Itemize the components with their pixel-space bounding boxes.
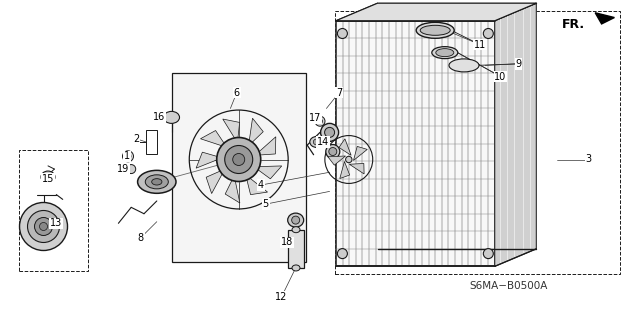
Circle shape <box>230 151 248 168</box>
Ellipse shape <box>315 116 325 126</box>
Text: 3: 3 <box>586 154 592 165</box>
Ellipse shape <box>337 249 348 259</box>
Text: 2: 2 <box>133 134 140 144</box>
Text: 4: 4 <box>258 180 264 190</box>
Ellipse shape <box>324 127 335 137</box>
Polygon shape <box>595 13 614 24</box>
Text: 13: 13 <box>50 218 63 228</box>
Ellipse shape <box>449 59 479 72</box>
Polygon shape <box>248 165 282 179</box>
Polygon shape <box>196 152 228 168</box>
Polygon shape <box>353 146 367 160</box>
Ellipse shape <box>292 227 300 233</box>
Text: 16: 16 <box>152 112 165 122</box>
Ellipse shape <box>41 171 55 183</box>
Bar <box>288 230 304 268</box>
Bar <box>172 73 306 262</box>
Circle shape <box>35 218 52 235</box>
Polygon shape <box>223 119 241 148</box>
Ellipse shape <box>321 123 339 141</box>
Ellipse shape <box>138 170 176 193</box>
Polygon shape <box>206 163 228 194</box>
Text: 8: 8 <box>138 233 144 243</box>
Ellipse shape <box>152 179 162 185</box>
Ellipse shape <box>314 139 320 145</box>
Ellipse shape <box>337 28 348 39</box>
Ellipse shape <box>292 265 300 271</box>
Bar <box>146 130 157 154</box>
Polygon shape <box>241 171 268 195</box>
Text: 10: 10 <box>494 71 507 82</box>
Circle shape <box>234 155 243 164</box>
Circle shape <box>40 222 47 231</box>
Circle shape <box>233 153 244 166</box>
Ellipse shape <box>432 47 458 59</box>
Polygon shape <box>200 130 233 150</box>
Circle shape <box>217 137 260 182</box>
Ellipse shape <box>292 216 300 224</box>
Ellipse shape <box>145 175 168 189</box>
Text: 15: 15 <box>42 174 54 184</box>
Polygon shape <box>328 156 346 165</box>
Ellipse shape <box>288 213 304 227</box>
Ellipse shape <box>483 249 493 259</box>
Circle shape <box>20 203 68 250</box>
Ellipse shape <box>483 28 493 39</box>
Ellipse shape <box>317 119 323 124</box>
Text: 18: 18 <box>280 237 293 248</box>
Text: 12: 12 <box>275 292 288 302</box>
Ellipse shape <box>326 145 340 159</box>
Polygon shape <box>340 161 349 179</box>
Circle shape <box>346 156 352 163</box>
Ellipse shape <box>329 147 337 156</box>
Text: 6: 6 <box>234 87 240 98</box>
Bar <box>335 11 620 274</box>
Polygon shape <box>246 118 263 152</box>
Ellipse shape <box>436 48 454 57</box>
Bar <box>336 21 495 266</box>
Bar <box>19 150 88 271</box>
Text: 1: 1 <box>124 151 130 161</box>
Text: 17: 17 <box>309 113 322 123</box>
Text: 14: 14 <box>317 137 330 147</box>
Polygon shape <box>336 3 536 21</box>
Polygon shape <box>495 3 536 266</box>
Text: 5: 5 <box>262 199 269 209</box>
Ellipse shape <box>45 174 51 180</box>
Ellipse shape <box>122 151 134 162</box>
Text: S6MA−B0500A: S6MA−B0500A <box>470 280 548 291</box>
Polygon shape <box>250 137 276 160</box>
Polygon shape <box>349 163 364 174</box>
Ellipse shape <box>310 137 324 147</box>
Ellipse shape <box>164 111 179 123</box>
Text: 9: 9 <box>515 59 522 69</box>
Text: FR.: FR. <box>562 19 585 31</box>
Text: 19: 19 <box>116 164 129 174</box>
Text: 11: 11 <box>474 40 486 50</box>
Ellipse shape <box>125 153 131 159</box>
Polygon shape <box>225 170 240 203</box>
Polygon shape <box>339 139 351 155</box>
Ellipse shape <box>127 165 136 174</box>
Circle shape <box>225 145 253 174</box>
Text: 7: 7 <box>336 87 342 98</box>
Ellipse shape <box>416 22 454 38</box>
Ellipse shape <box>420 25 450 35</box>
Circle shape <box>28 211 60 242</box>
